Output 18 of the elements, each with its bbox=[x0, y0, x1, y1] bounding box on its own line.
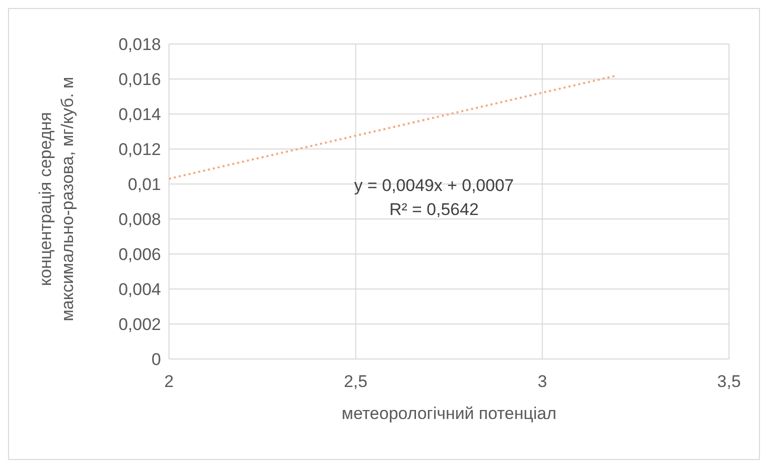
x-tick-label: 2 bbox=[164, 372, 174, 392]
y-tick-label: 0,018 bbox=[118, 35, 161, 54]
y-axis-title: концентрація середня максимально-разова, мг/куб. м bbox=[35, 76, 78, 324]
y-tick-label: 0 bbox=[152, 350, 161, 370]
annotation: y = 0,0049x + 0,0007 bbox=[353, 175, 515, 197]
x-tick-label: 2,5 bbox=[344, 372, 368, 392]
y-tick-label: 0,016 bbox=[118, 70, 161, 90]
y-tick-label: 0,004 bbox=[118, 280, 161, 300]
y-tick-label: 0,01 bbox=[128, 175, 161, 194]
x-axis-title: метеорологічний потенціал bbox=[340, 404, 558, 424]
x-tick-label: 3 bbox=[538, 372, 548, 392]
y-tick-label: 0,006 bbox=[118, 245, 161, 264]
x-tick-label: 3,5 bbox=[717, 372, 741, 392]
annotation: R² = 0,5642 bbox=[388, 199, 480, 221]
y-tick-label: 0,002 bbox=[118, 315, 161, 334]
y-tick-label: 0,012 bbox=[118, 140, 161, 160]
y-tick-label: 0,008 bbox=[118, 210, 161, 230]
y-tick-label: 0,014 bbox=[118, 105, 161, 124]
